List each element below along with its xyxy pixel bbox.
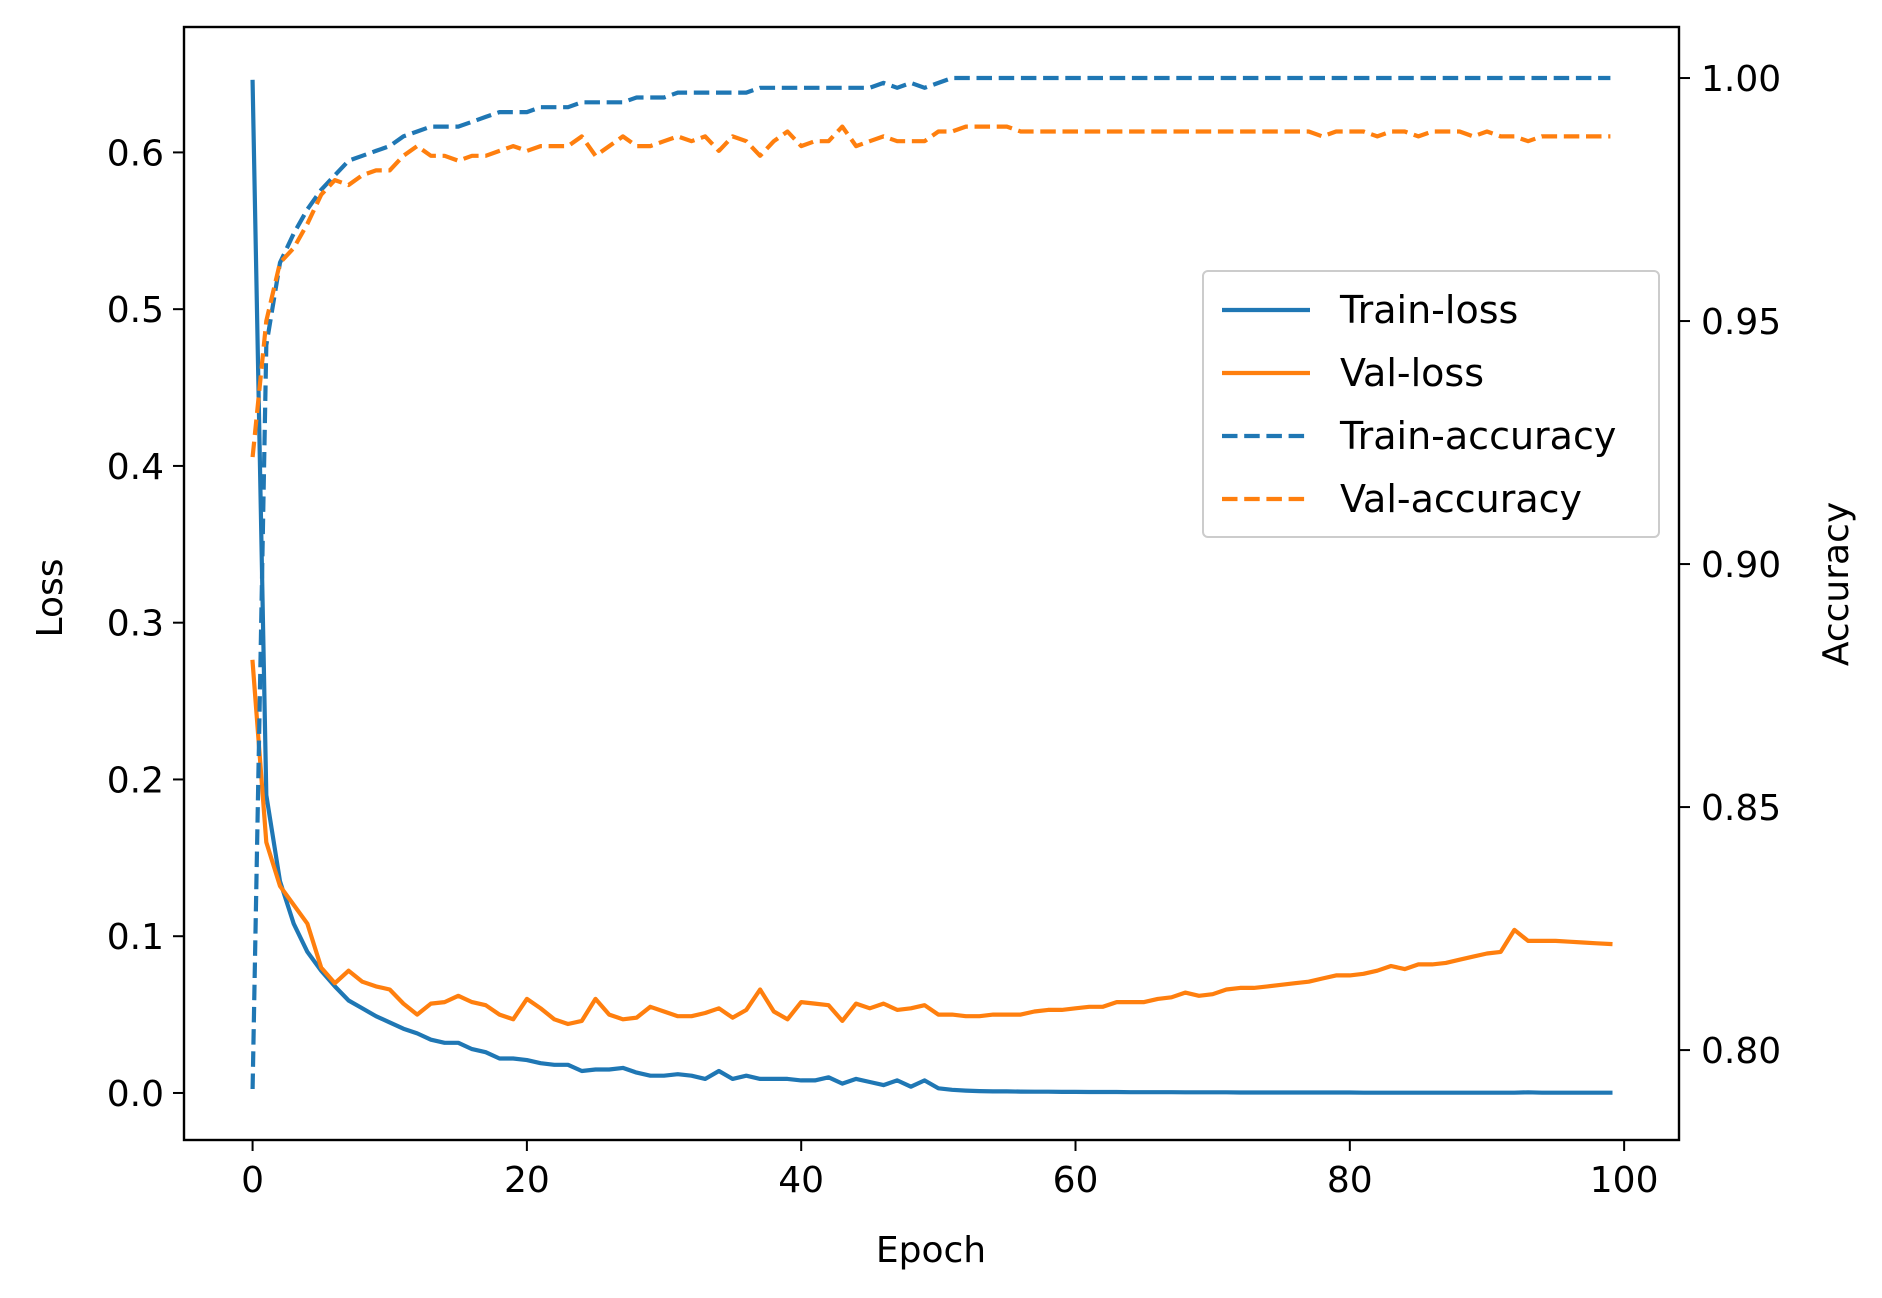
right-tick-label: 0.90 xyxy=(1701,545,1781,586)
left-tick-label: 0.1 xyxy=(107,917,164,958)
left-tick-label: 0.0 xyxy=(107,1074,164,1115)
legend-label-val-accuracy: Val-accuracy xyxy=(1340,477,1582,521)
left-y-axis-label: Loss xyxy=(30,559,71,638)
right-tick-label: 0.95 xyxy=(1701,302,1781,343)
left-tick-label: 0.2 xyxy=(107,760,164,801)
series-layer xyxy=(250,75,1613,1095)
x-tick-label: 100 xyxy=(1590,1160,1659,1201)
left-tick-label: 0.5 xyxy=(107,290,164,331)
series-line-train-accuracy xyxy=(250,75,1611,1090)
right-y-axis: 0.80 0.85 0.90 0.95 1.00 xyxy=(1679,59,1781,1072)
right-tick-label: 0.85 xyxy=(1701,788,1781,829)
x-tick-label: 80 xyxy=(1327,1160,1373,1201)
left-tick-label: 0.3 xyxy=(107,604,164,645)
legend: Train-loss Val-loss Train-accuracy Val-accu… xyxy=(1202,270,1660,538)
legend-label-train-loss: Train-loss xyxy=(1339,288,1518,332)
right-y-axis-label: Accuracy xyxy=(1816,502,1857,666)
left-tick-label: 0.6 xyxy=(107,133,164,174)
legend-box xyxy=(1202,270,1660,538)
x-axis-label: Epoch xyxy=(876,1230,986,1271)
legend-label-train-accuracy: Train-accuracy xyxy=(1339,414,1616,458)
x-tick-label: 0 xyxy=(241,1160,264,1201)
right-tick-label: 0.80 xyxy=(1701,1031,1781,1072)
series-line-train-loss xyxy=(250,79,1613,1095)
plot-frame xyxy=(182,25,1681,1142)
x-axis: 0 20 40 60 80 100 xyxy=(241,1140,1658,1201)
series-line-val-loss xyxy=(250,659,1613,1027)
x-tick-label: 60 xyxy=(1053,1160,1099,1201)
series-line-val-accuracy xyxy=(250,124,1611,458)
legend-label-val-loss: Val-loss xyxy=(1340,351,1484,395)
right-tick-label: 1.00 xyxy=(1701,59,1781,100)
left-y-axis: 0.0 0.1 0.2 0.3 0.4 0.5 0.6 xyxy=(107,133,184,1115)
left-tick-label: 0.4 xyxy=(107,447,164,488)
x-tick-label: 20 xyxy=(504,1160,550,1201)
x-tick-label: 40 xyxy=(778,1160,824,1201)
